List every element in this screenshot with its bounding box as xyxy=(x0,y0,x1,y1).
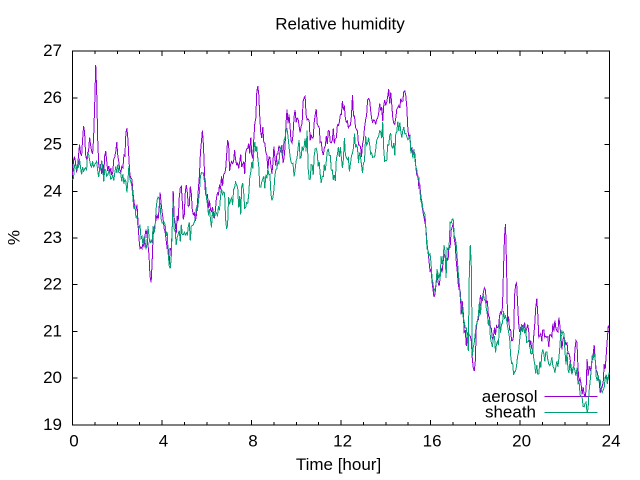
svg-text:19: 19 xyxy=(43,415,62,434)
svg-text:Relative humidity: Relative humidity xyxy=(275,15,405,34)
svg-text:26: 26 xyxy=(43,88,62,107)
svg-text:0: 0 xyxy=(69,432,78,451)
svg-text:4: 4 xyxy=(159,432,168,451)
svg-text:22: 22 xyxy=(43,275,62,294)
svg-text:23: 23 xyxy=(43,228,62,247)
svg-text:16: 16 xyxy=(423,432,442,451)
svg-text:12: 12 xyxy=(333,432,352,451)
svg-text:Time [hour]: Time [hour] xyxy=(296,455,381,474)
svg-text:24: 24 xyxy=(602,432,621,451)
svg-text:20: 20 xyxy=(43,368,62,387)
svg-text:8: 8 xyxy=(248,432,257,451)
svg-text:20: 20 xyxy=(512,432,531,451)
svg-text:%: % xyxy=(5,230,24,245)
svg-text:21: 21 xyxy=(43,321,62,340)
svg-text:25: 25 xyxy=(43,135,62,154)
svg-text:aerosol: aerosol xyxy=(482,387,538,406)
svg-text:24: 24 xyxy=(43,181,62,200)
svg-text:sheath: sheath xyxy=(485,403,536,422)
svg-text:27: 27 xyxy=(43,41,62,60)
